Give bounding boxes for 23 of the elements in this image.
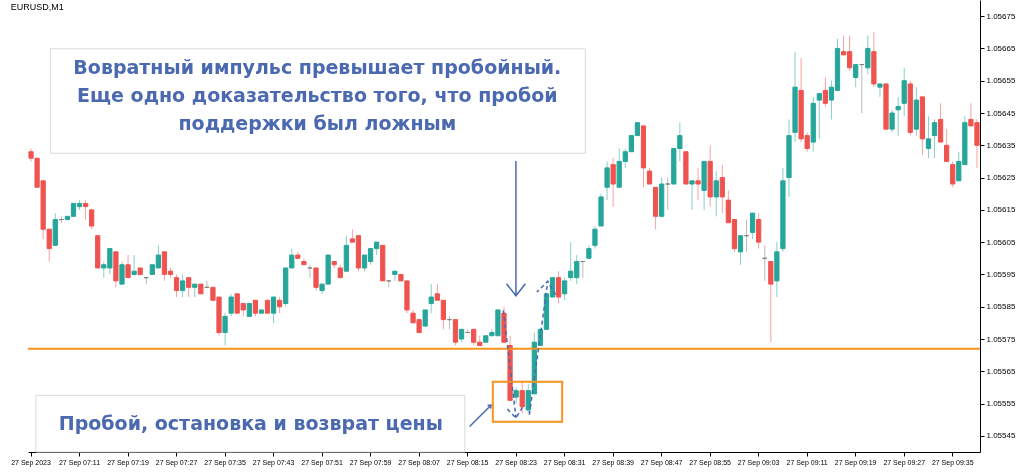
y-tick-label: 1.05545	[986, 431, 1016, 441]
candlestick	[307, 264, 313, 279]
y-tick-label: 1.05605	[986, 237, 1016, 247]
y-tick-label: 1.05635	[986, 140, 1016, 150]
candlestick	[452, 319, 459, 346]
y-tick-label: 1.05645	[986, 108, 1016, 118]
candlestick	[301, 257, 307, 266]
y-tick-label: 1.05665	[986, 43, 1016, 53]
y-tick-label: 1.05565	[986, 366, 1016, 376]
y-tick-label: 1.05675	[986, 11, 1016, 21]
y-tick-label: 1.05575	[986, 334, 1016, 344]
y-tick-label: 1.05555	[986, 399, 1016, 409]
y-tick-label: 1.05655	[986, 76, 1016, 86]
y-tick-label: 1.05625	[986, 173, 1016, 183]
annotation: Вовратный импульс превышает пробойный. Еще одно доказательство того, что пробой поддержки был ложным	[73, 55, 562, 134]
y-tick-label: 1.05615	[986, 205, 1016, 215]
candlestick	[392, 270, 398, 282]
chart-title: EURUSD,M1	[10, 2, 64, 12]
candlestick	[513, 386, 519, 405]
candlestick	[877, 83, 883, 98]
y-tick-label: 1.05585	[986, 302, 1016, 312]
annotation: Пробой, остановка и возврат цены	[58, 411, 443, 434]
y-tick-label: 1.05595	[986, 269, 1016, 279]
